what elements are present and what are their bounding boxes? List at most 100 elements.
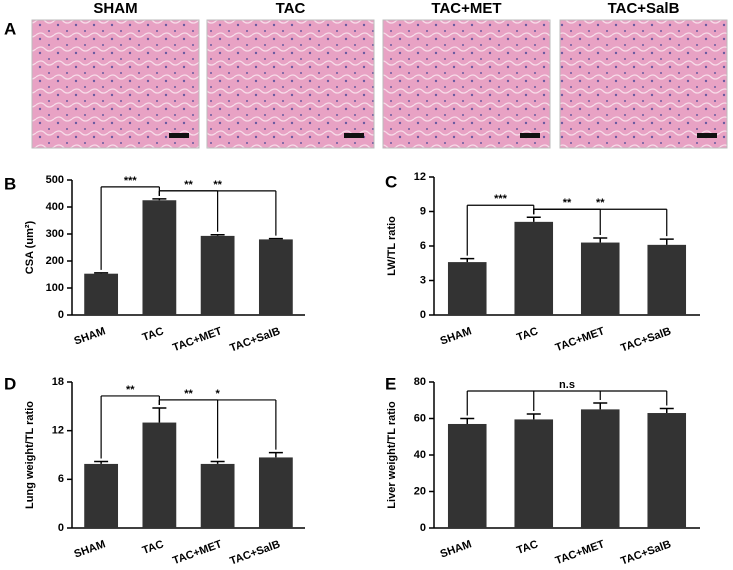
y-tick-label: 500 <box>46 174 64 186</box>
bar <box>447 423 487 528</box>
y-tick-label: 3 <box>420 274 426 286</box>
y-tick-label: 0 <box>58 309 64 321</box>
x-tick-label: TAC+SalB <box>619 538 673 567</box>
histology-image <box>382 19 551 149</box>
histology-image <box>206 19 375 149</box>
y-tick-label: 9 <box>420 205 426 217</box>
bar <box>580 409 620 528</box>
x-tick-label: SHAM <box>73 325 108 347</box>
significance-bracket <box>158 399 277 450</box>
scale-bar <box>169 133 189 138</box>
error-bar <box>460 257 475 263</box>
chart: D Lung weight/TL ratio 0 6 12 18 SHAM TAC TAC+ME… <box>4 374 305 568</box>
error-bar <box>593 402 608 410</box>
x-tick-label: TAC+MET <box>554 538 607 567</box>
error-bar <box>210 460 225 464</box>
y-tick-label: 0 <box>58 522 64 534</box>
y-tick-label: 0 <box>420 309 426 321</box>
y-tick-label: 200 <box>46 255 64 267</box>
x-tick-label: TAC+SalB <box>619 325 673 354</box>
error-bar <box>659 238 674 245</box>
y-tick-label: 12 <box>52 425 64 437</box>
significance-label: ** <box>596 197 605 209</box>
bar <box>514 419 554 528</box>
error-bar <box>460 417 475 424</box>
x-tick-label: TAC+SalB <box>228 325 282 354</box>
image-title: SHAM <box>93 0 137 17</box>
histology-image <box>31 19 200 149</box>
significance-label: n.s <box>559 379 575 391</box>
significance-label: ** <box>563 197 572 209</box>
x-tick-label: TAC+SalB <box>228 538 282 567</box>
panel-a: A <box>4 19 16 38</box>
y-tick-label: 100 <box>46 282 64 294</box>
bar <box>200 463 235 528</box>
y-tick-label: 80 <box>414 376 426 388</box>
bar <box>84 463 119 528</box>
x-tick-label: SHAM <box>439 538 474 560</box>
y-tick-label: 20 <box>414 485 426 497</box>
error-bar <box>94 272 109 274</box>
scale-bar <box>344 133 364 138</box>
chart: C LW/TL ratio 0 3 6 9 12 SHAM TAC TAC+MET TAC+SalB… <box>385 171 700 355</box>
bar <box>647 244 687 315</box>
panel-label: D <box>4 374 16 393</box>
y-axis-title: LW/TL ratio <box>386 216 398 276</box>
chart: B CSA (um²) 0 100 200 300 400 500 SHAM TAC TAC+MET… <box>4 174 305 355</box>
scale-bar <box>697 133 717 138</box>
panel-label: A <box>4 19 16 38</box>
y-tick-label: 12 <box>414 171 426 183</box>
error-bar <box>268 237 283 240</box>
error-bar <box>526 413 541 420</box>
bar <box>514 221 554 315</box>
significance-label: ** <box>213 179 222 191</box>
y-axis-title: Lung weight/TL ratio <box>24 401 36 509</box>
significance-bracket <box>466 390 668 416</box>
x-tick-label: TAC <box>515 325 540 344</box>
bar <box>647 413 687 528</box>
significance-bracket <box>533 208 668 237</box>
x-tick-label: TAC <box>141 325 166 344</box>
significance-label: ** <box>126 384 135 396</box>
bar <box>258 239 293 315</box>
scale-bar <box>520 133 540 138</box>
x-tick-label: SHAM <box>439 325 474 347</box>
x-tick-label: TAC+MET <box>171 325 224 354</box>
y-tick-label: 6 <box>420 240 426 252</box>
significance-label: *** <box>124 175 138 187</box>
x-tick-label: TAC+MET <box>171 538 224 567</box>
x-tick-label: TAC <box>141 538 166 557</box>
histology-image <box>559 19 728 149</box>
y-tick-label: 40 <box>414 449 426 461</box>
bar <box>142 422 177 528</box>
panel-label: B <box>4 174 16 193</box>
x-tick-label: TAC <box>515 538 540 557</box>
panel-label: C <box>385 172 397 191</box>
chart: E Liver weight/TL ratio 0 20 40 60 80 SHAM TAC TA… <box>385 374 700 568</box>
x-tick-label: TAC+MET <box>554 325 607 354</box>
significance-label: ** <box>184 388 193 400</box>
error-bar <box>210 234 225 236</box>
significance-bracket <box>158 190 277 236</box>
error-bar <box>152 198 167 201</box>
bar <box>200 235 235 315</box>
error-bar <box>152 407 167 423</box>
bar <box>258 457 293 528</box>
y-axis-title: CSA (um²) <box>24 220 36 274</box>
error-bar <box>268 451 283 458</box>
error-bar <box>659 407 674 414</box>
image-title: TAC+SalB <box>608 0 680 17</box>
image-title: TAC <box>276 0 306 17</box>
y-tick-label: 18 <box>52 376 64 388</box>
y-tick-label: 300 <box>46 228 64 240</box>
y-tick-label: 0 <box>420 522 426 534</box>
image-title: TAC+MET <box>431 0 501 17</box>
significance-label: * <box>215 388 220 400</box>
bar <box>580 242 620 315</box>
y-tick-label: 400 <box>46 201 64 213</box>
error-bar <box>593 237 608 243</box>
significance-label: *** <box>494 193 508 205</box>
significance-label: ** <box>184 179 193 191</box>
bar <box>447 262 487 315</box>
